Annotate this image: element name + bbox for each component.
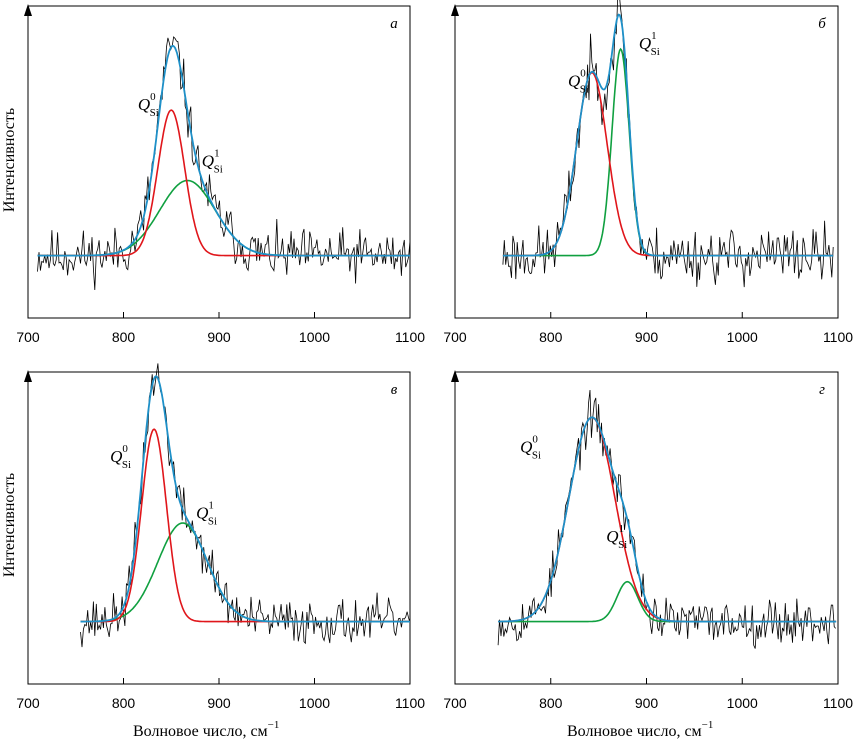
annotation-sup: 1 xyxy=(651,30,657,42)
x-tick-label: 1100 xyxy=(395,695,425,711)
q0-component-line xyxy=(37,109,410,257)
annotation-base: Q xyxy=(520,438,532,457)
annotation-sub: Si xyxy=(532,450,541,462)
fit-envelope-line xyxy=(498,416,837,623)
panel-label: б xyxy=(818,16,826,32)
x-tick-label: 700 xyxy=(443,695,467,711)
x-tick-label: 1000 xyxy=(727,695,758,711)
q0-component-line xyxy=(502,71,834,257)
annotation-sup: 0 xyxy=(580,68,586,80)
annotation-base: Q xyxy=(639,34,651,53)
annotation-q0: Q0 Si xyxy=(568,68,589,96)
x-tick-label: 1100 xyxy=(395,329,425,345)
annotation-base: Q xyxy=(196,503,208,522)
x-tick-label: 1100 xyxy=(823,329,853,345)
annotation-base: Q xyxy=(568,72,580,91)
raw-spectrum-line xyxy=(37,36,411,291)
annotation-base: Q xyxy=(202,151,214,170)
fit-envelope-line xyxy=(37,44,410,257)
fit-envelope-line xyxy=(502,13,834,257)
q1-component-line xyxy=(37,179,410,257)
annotation-q1: Q1 Si xyxy=(606,523,627,551)
annotation-q0: Q0 Si xyxy=(110,443,131,471)
raw-spectrum-line xyxy=(502,0,834,288)
annotation-sub: Si xyxy=(122,459,131,471)
annotation-sup: 0 xyxy=(532,434,538,446)
x-tick-label: 900 xyxy=(207,329,231,345)
plot-frame xyxy=(27,5,411,319)
annotation-base: Q xyxy=(138,95,150,114)
q1-component-line xyxy=(502,47,834,257)
panel-label: г xyxy=(819,382,825,398)
x-tick-label: 900 xyxy=(207,695,231,711)
y-axis-arrow xyxy=(451,370,459,382)
annotation-base: Q xyxy=(110,447,122,466)
x-tick-label: 900 xyxy=(635,695,659,711)
annotation-sup: 0 xyxy=(122,443,128,455)
annotation-sub: Si xyxy=(214,163,223,175)
y-axis-title-top: Интенсивность xyxy=(1,108,18,212)
y-axis-arrow xyxy=(451,4,459,16)
x-axis-title-left-text: Волновое число, см xyxy=(133,723,268,740)
x-tick-label: 700 xyxy=(16,695,40,711)
x-tick-label: 800 xyxy=(112,329,136,345)
x-tick-label: 800 xyxy=(539,695,563,711)
annotation-sup: 1 xyxy=(619,523,625,535)
x-tick-label: 700 xyxy=(16,329,40,345)
panel-label: в xyxy=(391,382,398,398)
x-tick-label: 1100 xyxy=(823,695,853,711)
annotation-q1: Q1 Si xyxy=(202,147,223,175)
plot-frame xyxy=(27,371,411,685)
annotation-sup: 1 xyxy=(208,499,214,511)
annotation-q1: Q1 Si xyxy=(639,30,660,58)
x-axis-title-right: Волновое число, см−1 xyxy=(567,719,713,740)
x-axis-title-left: Волновое число, см−1 xyxy=(133,719,279,740)
y-axis-title-bottom: Интенсивность xyxy=(1,473,18,577)
x-tick-label: 900 xyxy=(635,329,659,345)
annotation-q1: Q1 Si xyxy=(196,499,217,527)
annotation-sub: Si xyxy=(150,107,159,119)
x-axis-title-left-unit-exp: −1 xyxy=(268,719,280,731)
raw-spectrum-line xyxy=(497,389,836,649)
annotation-sup: 0 xyxy=(150,91,156,103)
q0-component-line xyxy=(80,428,410,623)
x-tick-label: 800 xyxy=(112,695,136,711)
annotation-q0: Q0 Si xyxy=(520,434,541,462)
annotation-q0: Q0 Si xyxy=(138,91,159,119)
x-axis-title-right-text: Волновое число, см xyxy=(567,723,702,740)
y-axis-arrow xyxy=(24,370,32,382)
x-tick-label: 700 xyxy=(443,329,467,345)
x-tick-label: 800 xyxy=(539,329,563,345)
raw-spectrum-line xyxy=(80,363,411,648)
annotation-base: Q xyxy=(606,527,618,546)
annotation-sub: Si xyxy=(580,84,589,96)
x-tick-label: 1000 xyxy=(727,329,758,345)
x-tick-label: 1000 xyxy=(299,695,330,711)
annotation-sub: Si xyxy=(618,539,627,551)
fit-envelope-line xyxy=(80,375,410,623)
x-tick-label: 1000 xyxy=(299,329,330,345)
panel-label: а xyxy=(390,16,398,32)
annotation-sub: Si xyxy=(651,46,660,58)
x-axis-title-right-unit-exp: −1 xyxy=(702,719,714,731)
y-axis-arrow xyxy=(24,4,32,16)
annotation-sub: Si xyxy=(208,515,217,527)
annotation-sup: 1 xyxy=(214,147,220,159)
